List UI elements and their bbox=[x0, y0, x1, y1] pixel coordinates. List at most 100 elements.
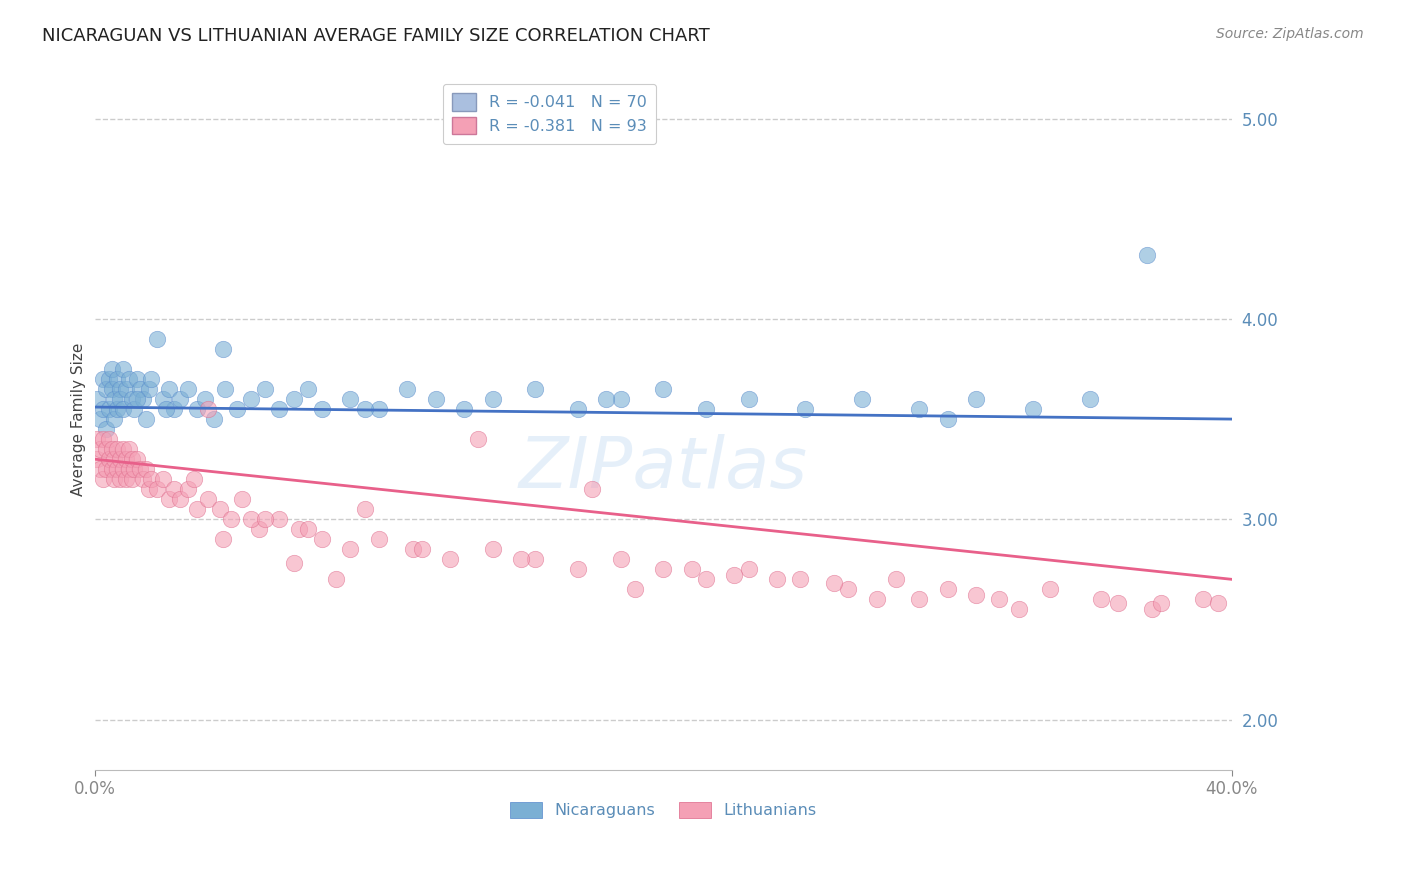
Point bbox=[100, 442, 122, 457]
Point bbox=[94, 442, 117, 457]
Point bbox=[737, 392, 759, 406]
Point bbox=[652, 562, 675, 576]
Point bbox=[202, 412, 225, 426]
Point bbox=[105, 442, 128, 457]
Point bbox=[97, 402, 120, 417]
Y-axis label: Average Family Size: Average Family Size bbox=[72, 343, 86, 496]
Point bbox=[269, 512, 291, 526]
Point bbox=[695, 402, 717, 417]
Point bbox=[510, 552, 533, 566]
Point bbox=[609, 392, 631, 406]
Point bbox=[695, 572, 717, 586]
Point bbox=[1136, 248, 1159, 262]
Point bbox=[524, 552, 547, 566]
Text: Source: ZipAtlas.com: Source: ZipAtlas.com bbox=[1216, 27, 1364, 41]
Point bbox=[1142, 602, 1164, 616]
Point bbox=[108, 472, 131, 486]
Point bbox=[609, 552, 631, 566]
Point bbox=[86, 452, 108, 467]
Point bbox=[152, 392, 174, 406]
Point bbox=[197, 492, 219, 507]
Point bbox=[94, 422, 117, 436]
Text: NICARAGUAN VS LITHUANIAN AVERAGE FAMILY SIZE CORRELATION CHART: NICARAGUAN VS LITHUANIAN AVERAGE FAMILY … bbox=[42, 27, 710, 45]
Point bbox=[1090, 592, 1112, 607]
Point bbox=[169, 392, 191, 406]
Point bbox=[367, 533, 389, 547]
Point bbox=[94, 462, 117, 476]
Point bbox=[111, 362, 134, 376]
Legend: Nicaraguans, Lithuanians: Nicaraguans, Lithuanians bbox=[503, 796, 824, 825]
Point bbox=[886, 572, 908, 586]
Point bbox=[169, 492, 191, 507]
Point bbox=[94, 382, 117, 396]
Point bbox=[1078, 392, 1101, 406]
Point bbox=[254, 382, 277, 396]
Point bbox=[453, 402, 475, 417]
Point bbox=[908, 402, 931, 417]
Point bbox=[118, 462, 141, 476]
Point bbox=[425, 392, 447, 406]
Point bbox=[367, 402, 389, 417]
Point bbox=[239, 512, 262, 526]
Point bbox=[91, 472, 114, 486]
Point bbox=[851, 392, 873, 406]
Point bbox=[353, 402, 375, 417]
Point bbox=[91, 372, 114, 386]
Point bbox=[1008, 602, 1031, 616]
Point bbox=[146, 332, 169, 346]
Point bbox=[1150, 596, 1173, 610]
Point bbox=[794, 402, 817, 417]
Point bbox=[339, 392, 361, 406]
Point bbox=[121, 472, 143, 486]
Point bbox=[789, 572, 811, 586]
Point bbox=[115, 382, 138, 396]
Point bbox=[283, 392, 305, 406]
Point bbox=[339, 542, 361, 557]
Point bbox=[183, 472, 205, 486]
Point bbox=[965, 588, 987, 602]
Point bbox=[481, 542, 503, 557]
Point bbox=[208, 502, 231, 516]
Text: ZIPatlas: ZIPatlas bbox=[519, 434, 808, 503]
Point bbox=[1039, 582, 1062, 597]
Point bbox=[91, 402, 114, 417]
Point bbox=[115, 452, 138, 467]
Point bbox=[86, 432, 108, 446]
Point bbox=[129, 462, 152, 476]
Point bbox=[127, 452, 149, 467]
Point bbox=[124, 402, 146, 417]
Point bbox=[311, 533, 333, 547]
Point bbox=[97, 452, 120, 467]
Point bbox=[91, 432, 114, 446]
Point bbox=[1107, 596, 1129, 610]
Point bbox=[177, 382, 200, 396]
Point bbox=[353, 502, 375, 516]
Point bbox=[157, 382, 180, 396]
Point bbox=[135, 412, 157, 426]
Point bbox=[118, 442, 141, 457]
Point bbox=[908, 592, 931, 607]
Point bbox=[837, 582, 859, 597]
Point bbox=[86, 392, 108, 406]
Point bbox=[177, 482, 200, 496]
Point bbox=[581, 482, 603, 496]
Point bbox=[141, 472, 163, 486]
Point bbox=[89, 462, 111, 476]
Point bbox=[311, 402, 333, 417]
Point bbox=[936, 582, 959, 597]
Point bbox=[141, 372, 163, 386]
Point bbox=[567, 402, 589, 417]
Point bbox=[194, 392, 217, 406]
Point bbox=[239, 392, 262, 406]
Point bbox=[1192, 592, 1215, 607]
Point bbox=[219, 512, 242, 526]
Point bbox=[124, 462, 146, 476]
Point bbox=[737, 562, 759, 576]
Point bbox=[211, 342, 233, 356]
Point bbox=[211, 533, 233, 547]
Point bbox=[249, 522, 271, 536]
Point bbox=[214, 382, 236, 396]
Point bbox=[103, 392, 125, 406]
Point bbox=[681, 562, 703, 576]
Point bbox=[467, 432, 489, 446]
